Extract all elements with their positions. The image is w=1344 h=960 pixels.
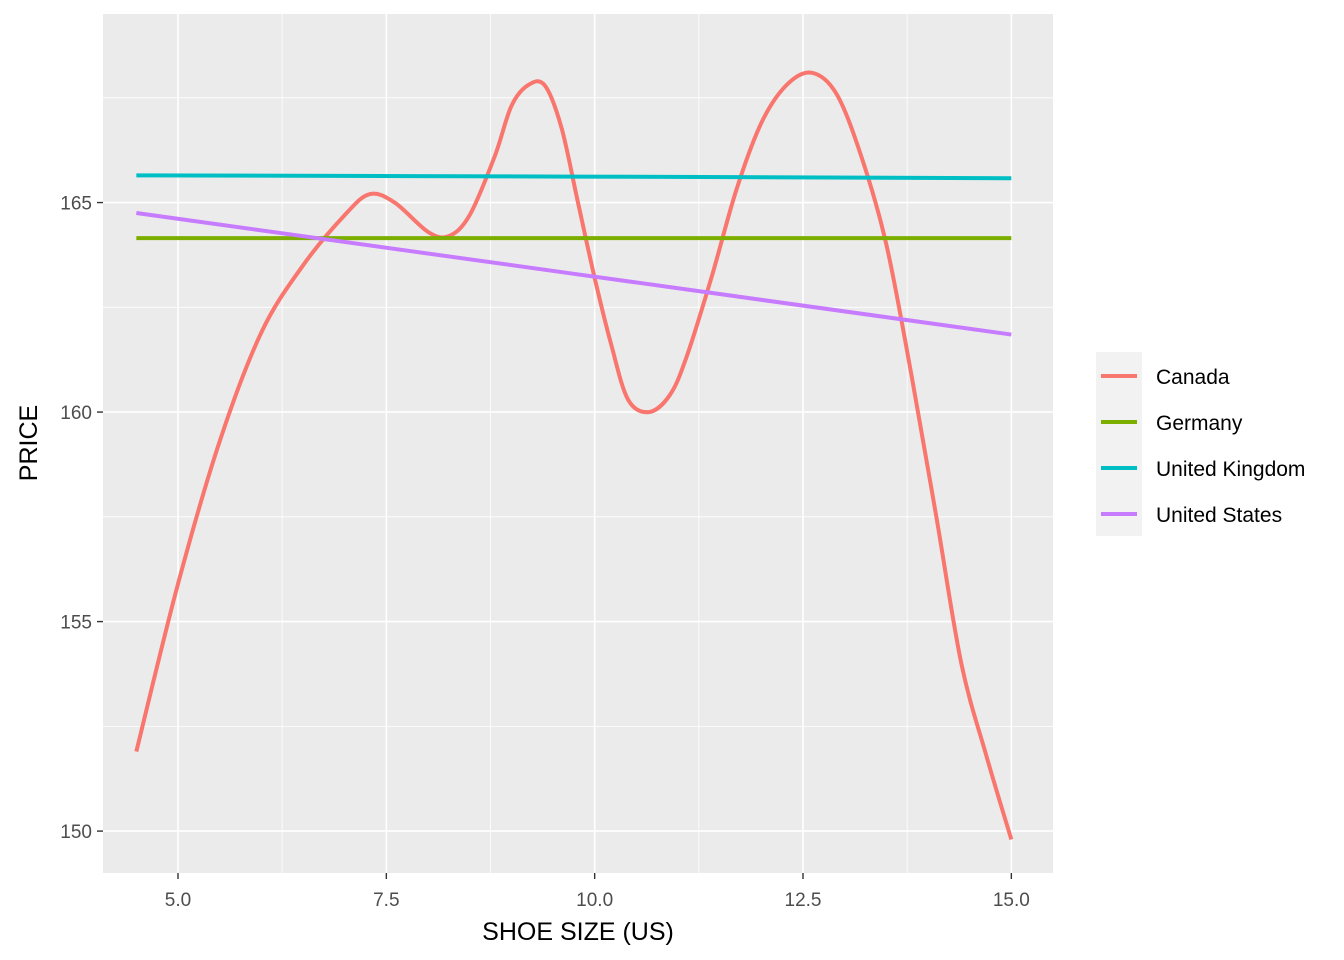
- series-layer: [134, 70, 1014, 841]
- y-tick-label: 165: [60, 194, 92, 215]
- legend-label-germany: Germany: [1156, 412, 1243, 435]
- legend-label-canada: Canada: [1156, 366, 1230, 389]
- legend: Canada Germany United Kingdom United States: [1096, 352, 1305, 536]
- y-axis: 150 155 160 165: [60, 194, 103, 843]
- x-tick-label: 10.0: [576, 890, 613, 911]
- series-line-united-states: [136, 211, 1012, 337]
- x-tick-label: 12.5: [785, 890, 822, 911]
- x-tick-label: 7.5: [373, 890, 399, 911]
- x-tick-label: 5.0: [165, 890, 191, 911]
- plot-panel: [103, 14, 1053, 873]
- y-tick-label: 160: [60, 403, 92, 424]
- x-tick-label: 15.0: [993, 890, 1030, 911]
- y-axis-title: PRICE: [15, 405, 43, 481]
- x-axis: 5.0 7.5 10.0 12.5 15.0: [165, 873, 1030, 911]
- series-line-canada: [134, 70, 1014, 841]
- series-line-united-kingdom: [136, 173, 1012, 181]
- legend-label-united-states: United States: [1156, 504, 1282, 527]
- x-axis-title: SHOE SIZE (US): [482, 918, 674, 946]
- y-tick-label: 155: [60, 613, 92, 634]
- legend-label-united-kingdom: United Kingdom: [1156, 458, 1305, 481]
- y-tick-label: 150: [60, 822, 92, 843]
- legend-keys-background: [1096, 352, 1142, 536]
